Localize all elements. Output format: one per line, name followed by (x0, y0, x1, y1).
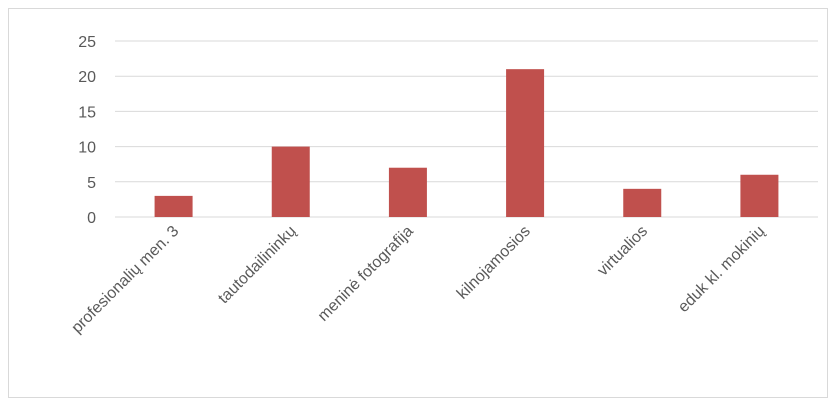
y-tick-label: 15 (78, 104, 96, 121)
y-tick-label: 0 (87, 210, 96, 227)
x-tick-label: kilnojamosios (454, 223, 534, 303)
bar (271, 146, 310, 217)
y-tick-label: 25 (78, 34, 96, 51)
x-tick-label: virtualios (594, 223, 651, 280)
bar (623, 188, 662, 217)
y-tick-label: 20 (78, 69, 96, 86)
x-tick-label: meninė fotografija (315, 223, 417, 325)
y-tick-label: 5 (87, 175, 96, 192)
x-tick-label: tautodailininkų (215, 223, 299, 307)
bar (740, 174, 779, 217)
y-axis-tick-labels: 0 5 10 15 20 25 (78, 34, 96, 227)
x-tick-label: profesionalių men. 3 (69, 223, 183, 337)
bars (154, 69, 779, 217)
bar (506, 69, 545, 217)
x-tick-label: eduk kl. mokinių (675, 223, 768, 316)
y-tick-label: 10 (78, 140, 96, 157)
bar (388, 167, 427, 217)
gridlines (115, 40, 818, 218)
x-axis-tick-labels: profesionalių men. 3 tautodailininkų menin… (69, 223, 769, 337)
bar (154, 195, 193, 217)
